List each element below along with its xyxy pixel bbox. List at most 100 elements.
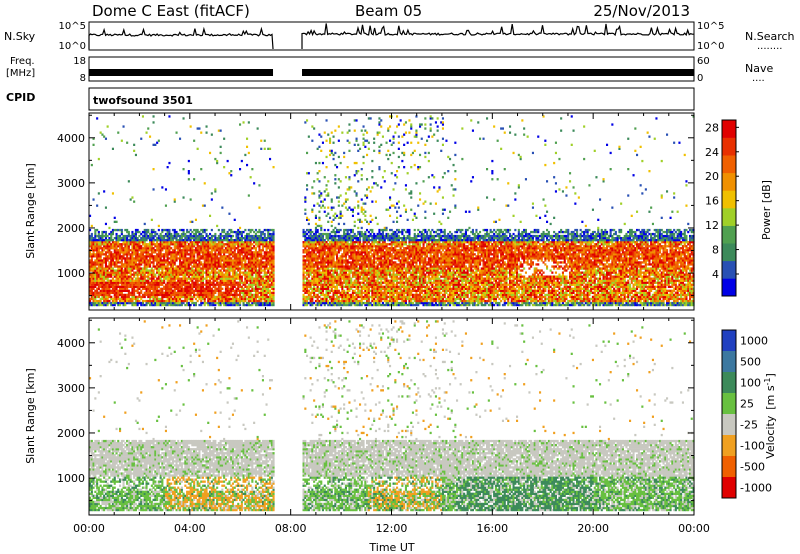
heatmap-cell — [337, 283, 340, 286]
heatmap-cell — [239, 267, 242, 270]
heatmap-cell — [323, 259, 326, 262]
heatmap-cell — [253, 295, 256, 299]
heatmap-cell — [154, 234, 157, 238]
heatmap-cell — [193, 283, 196, 286]
heatmap-cell — [89, 297, 92, 301]
heatmap-cell — [161, 245, 164, 248]
heatmap-cell — [124, 269, 127, 272]
heatmap-cell — [159, 273, 162, 276]
heatmap-cell — [104, 269, 107, 272]
heatmap-cell — [330, 263, 333, 266]
heatmap-cell — [313, 239, 316, 242]
heatmap-cell — [115, 285, 118, 288]
heatmap-cell — [175, 241, 178, 244]
heatmap-cell — [187, 247, 190, 250]
heatmap-cell — [321, 259, 324, 262]
heatmap-cell — [124, 297, 127, 301]
heatmap-cell — [221, 206, 224, 209]
heatmap-cell — [270, 239, 273, 242]
heatmap-cell — [207, 253, 210, 256]
heatmap-cell — [228, 228, 231, 232]
heatmap-cell — [313, 241, 316, 244]
heatmap-cell — [110, 265, 113, 268]
heatmap-cell — [156, 281, 159, 284]
heatmap-cell — [175, 255, 178, 258]
heatmap-cell — [200, 289, 203, 292]
heatmap-cell — [170, 255, 173, 258]
heatmap-cell — [203, 263, 206, 266]
heatmap-cell — [147, 291, 150, 294]
heatmap-cell — [119, 287, 122, 290]
heatmap-cell — [186, 263, 189, 266]
heatmap-cell — [304, 208, 307, 211]
heatmap-cell — [110, 273, 113, 276]
heatmap-cell — [157, 283, 160, 286]
heatmap-cell — [136, 265, 139, 268]
heatmap-cell — [239, 293, 242, 297]
heatmap-cell — [251, 243, 254, 246]
heatmap-cell — [348, 269, 351, 272]
heatmap-cell — [320, 251, 323, 254]
heatmap-cell — [260, 239, 263, 242]
heatmap-cell — [318, 170, 321, 173]
heatmap-cell — [307, 239, 310, 242]
heatmap-cell — [269, 245, 272, 248]
heatmap-cell — [302, 255, 305, 258]
heatmap-cell — [357, 180, 360, 183]
heatmap-cell — [216, 159, 219, 163]
heatmap-cell — [239, 253, 242, 256]
heatmap-cell — [150, 228, 153, 232]
heatmap-cell — [217, 241, 220, 244]
heatmap-cell — [357, 253, 360, 256]
heatmap-cell — [156, 253, 159, 256]
heatmap-cell — [103, 247, 106, 250]
heatmap-cell — [362, 255, 365, 258]
heatmap-cell — [161, 271, 164, 274]
heatmap-cell — [187, 259, 190, 262]
heatmap-cell — [99, 251, 102, 254]
heatmap-cell — [272, 247, 275, 250]
heatmap-cell — [316, 255, 319, 258]
heatmap-cell — [362, 155, 365, 159]
heatmap-cell — [306, 295, 309, 299]
heatmap-cell — [357, 170, 360, 173]
heatmap-cell — [334, 275, 337, 278]
heatmap-cell — [134, 243, 137, 246]
heatmap-cell — [237, 285, 240, 288]
heatmap-cell — [359, 243, 362, 246]
heatmap-cell — [179, 295, 182, 299]
heatmap-cell — [353, 247, 356, 250]
heatmap-cell — [134, 273, 137, 276]
heatmap-cell — [314, 249, 317, 252]
heatmap-cell — [265, 245, 268, 248]
heatmap-cell — [321, 301, 324, 305]
heatmap-cell — [194, 241, 197, 244]
heatmap-cell — [175, 281, 178, 284]
heatmap-cell — [353, 249, 356, 252]
heatmap-cell — [156, 249, 159, 252]
heatmap-cell — [329, 141, 332, 144]
heatmap-cell — [332, 234, 335, 238]
heatmap-cell — [159, 261, 162, 264]
heatmap-cell — [124, 263, 127, 266]
heatmap-cell — [261, 263, 264, 266]
heatmap-cell — [129, 299, 132, 303]
heatmap-cell — [355, 253, 358, 256]
heatmap-cell — [364, 194, 367, 197]
heatmap-cell — [219, 293, 222, 297]
heatmap-cell — [159, 247, 162, 250]
heatmap-cell — [168, 271, 171, 274]
heatmap-cell — [143, 247, 146, 250]
heatmap-cell — [350, 295, 353, 299]
heatmap-cell — [253, 289, 256, 292]
heatmap-cell — [101, 303, 104, 307]
heatmap-cell — [117, 289, 120, 292]
heatmap-cell — [182, 295, 185, 299]
heatmap-cell — [152, 188, 155, 191]
heatmap-cell — [198, 291, 201, 294]
heatmap-cell — [364, 237, 367, 240]
heatmap-cell — [302, 267, 305, 270]
heatmap-cell — [111, 241, 114, 244]
heatmap-cell — [94, 247, 97, 250]
heatmap-cell — [193, 228, 196, 232]
